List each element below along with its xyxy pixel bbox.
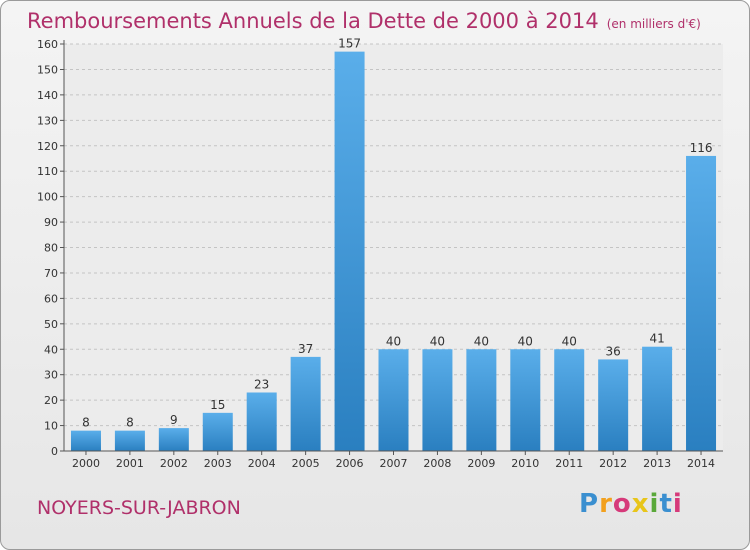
- bar-2006: [334, 51, 365, 451]
- x-tick-label: 2012: [599, 457, 627, 470]
- bar-value-label: 15: [210, 398, 225, 412]
- y-tick-label: 20: [44, 394, 58, 407]
- bar-value-label: 23: [254, 377, 269, 391]
- x-tick-label: 2010: [511, 457, 539, 470]
- logo-letter: i: [649, 489, 660, 519]
- y-tick-label: 50: [44, 318, 58, 331]
- bar-2004: [246, 392, 277, 451]
- logo-letter: x: [631, 489, 650, 519]
- bar-2002: [158, 428, 189, 451]
- bar-value-label: 40: [430, 334, 445, 348]
- x-tick-label: 2013: [643, 457, 671, 470]
- bar-value-label: 157: [338, 37, 361, 51]
- logo-letter: P: [579, 489, 600, 519]
- bar-2007: [378, 349, 409, 451]
- bar-value-label: 40: [518, 334, 533, 348]
- x-tick-label: 2005: [292, 457, 320, 470]
- x-tick-label: 2004: [248, 457, 276, 470]
- x-tick-label: 2002: [160, 457, 188, 470]
- y-tick-label: 120: [37, 140, 58, 153]
- y-tick-label: 40: [44, 343, 58, 356]
- bar-2010: [510, 349, 541, 451]
- bar-2000: [70, 430, 101, 451]
- y-tick-label: 140: [37, 89, 58, 102]
- y-tick-label: 10: [44, 420, 58, 433]
- x-tick-label: 2008: [423, 457, 451, 470]
- y-tick-label: 110: [37, 165, 58, 178]
- y-tick-label: 100: [37, 191, 58, 204]
- commune-name: NOYERS-SUR-JABRON: [37, 497, 241, 519]
- bar-value-label: 8: [126, 416, 134, 430]
- bar-2013: [642, 346, 673, 451]
- y-tick-label: 0: [51, 445, 58, 458]
- logo-letter: i: [672, 489, 683, 519]
- bar-value-label: 41: [649, 332, 664, 346]
- chart-subtitle: (en milliers d'€): [606, 17, 701, 31]
- x-tick-label: 2007: [380, 457, 408, 470]
- bar-value-label: 9: [170, 413, 178, 427]
- x-tick-label: 2003: [204, 457, 232, 470]
- bar-value-label: 36: [606, 344, 621, 358]
- y-tick-label: 60: [44, 292, 58, 305]
- bar-2001: [114, 430, 145, 451]
- y-tick-label: 130: [37, 114, 58, 127]
- bar-2011: [554, 349, 585, 451]
- bar-value-label: 40: [474, 334, 489, 348]
- bar-value-label: 116: [690, 141, 713, 155]
- x-tick-label: 2000: [72, 457, 100, 470]
- bar-value-label: 40: [562, 334, 577, 348]
- bar-2008: [422, 349, 453, 451]
- y-tick-label: 160: [37, 38, 58, 51]
- x-tick-label: 2014: [687, 457, 715, 470]
- logo-letter: t: [659, 489, 673, 519]
- proxiti-logo: Proxiti: [579, 489, 683, 519]
- logo-letter: r: [599, 489, 613, 519]
- bar-2012: [598, 359, 629, 451]
- bar-2014: [686, 155, 717, 452]
- x-tick-label: 2001: [116, 457, 144, 470]
- chart-title: Remboursements Annuels de la Dette de 20…: [27, 9, 701, 33]
- y-tick-label: 30: [44, 369, 58, 382]
- bar-2009: [466, 349, 497, 451]
- chart-title-text: Remboursements Annuels de la Dette de 20…: [27, 9, 599, 33]
- x-tick-label: 2009: [467, 457, 495, 470]
- y-tick-label: 80: [44, 242, 58, 255]
- y-tick-label: 150: [37, 63, 58, 76]
- bar-2005: [290, 356, 321, 451]
- y-tick-label: 70: [44, 267, 58, 280]
- logo-letter: o: [612, 489, 632, 519]
- bar-value-label: 37: [298, 342, 313, 356]
- bar-2003: [202, 412, 233, 451]
- x-tick-label: 2011: [555, 457, 583, 470]
- x-tick-label: 2006: [336, 457, 364, 470]
- y-tick-label: 90: [44, 216, 58, 229]
- bar-value-label: 8: [82, 416, 90, 430]
- bar-value-label: 40: [386, 334, 401, 348]
